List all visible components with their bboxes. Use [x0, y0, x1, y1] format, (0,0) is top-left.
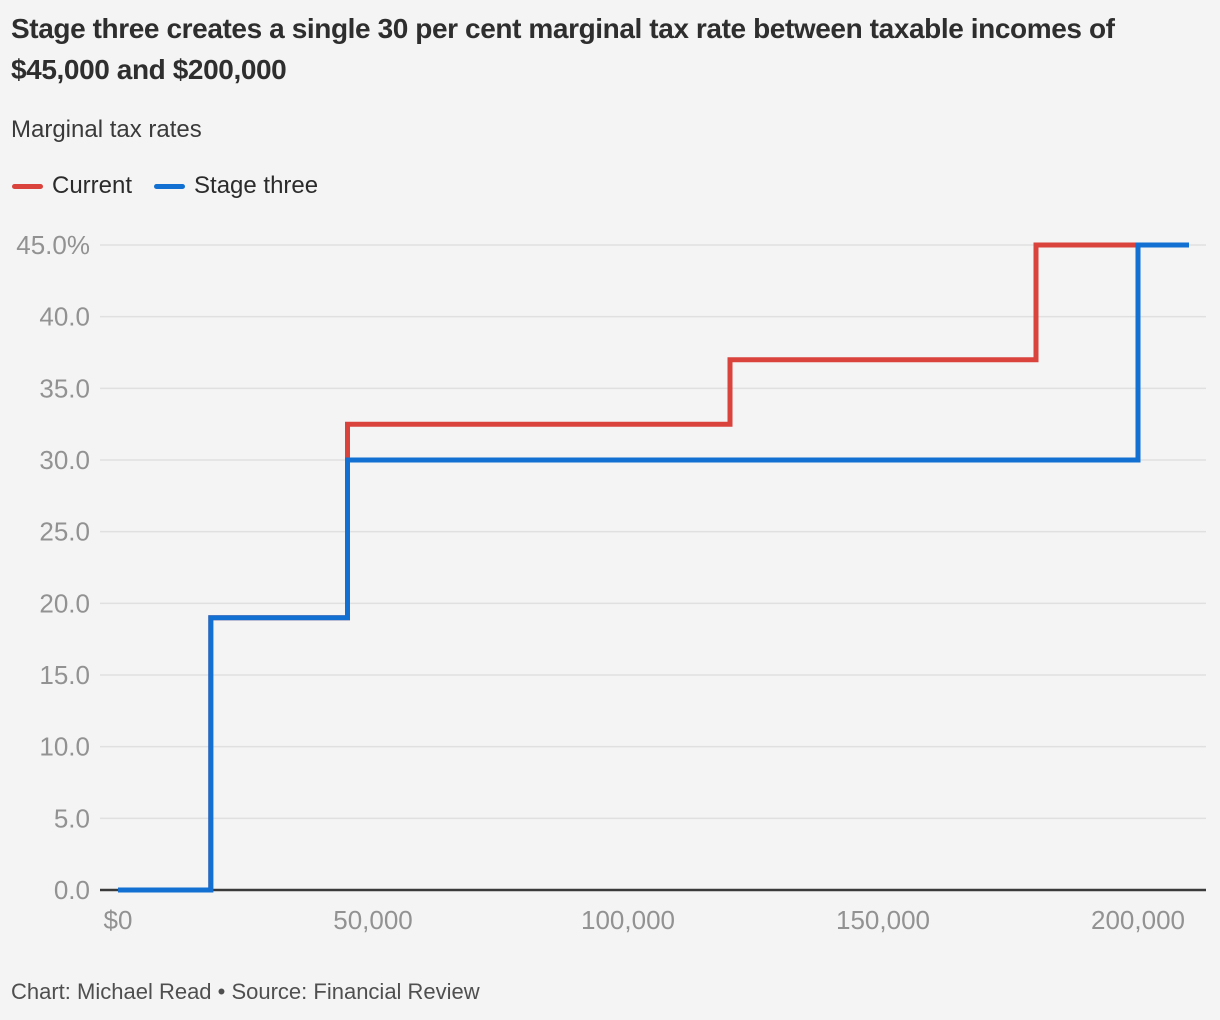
- chart-attribution: Chart: Michael Read • Source: Financial …: [11, 979, 480, 1004]
- y-tick-label: 40.0: [39, 302, 90, 332]
- y-tick-label: 25.0: [39, 517, 90, 547]
- y-tick-label: 20.0: [39, 588, 90, 618]
- chart-subtitle: Marginal tax rates: [11, 116, 202, 143]
- legend-label-current: Current: [52, 172, 133, 199]
- legend-swatch-current-icon: [12, 183, 43, 189]
- y-tick-label: 10.0: [39, 732, 90, 762]
- y-tick-label: 30.0: [39, 445, 90, 475]
- y-tick-label: 45.0%: [16, 230, 90, 260]
- y-tick-label: 0.0: [54, 875, 90, 905]
- series-line-current: [118, 242, 1189, 893]
- legend-item-stage-three: Stage three: [154, 172, 318, 200]
- x-tick-label: $0: [104, 905, 133, 935]
- y-tick-label: 15.0: [39, 660, 90, 690]
- legend: Current Stage three: [12, 172, 318, 200]
- legend-item-current: Current: [12, 172, 132, 200]
- y-tick-label: 35.0: [39, 373, 90, 403]
- x-tick-label: 200,000: [1091, 905, 1185, 935]
- x-tick-label: 100,000: [581, 905, 675, 935]
- series-line-stage-three: [118, 242, 1189, 893]
- y-tick-label: 5.0: [54, 803, 90, 833]
- legend-swatch-stage-three-icon: [154, 183, 186, 189]
- x-tick-label: 50,000: [333, 905, 413, 935]
- x-tick-label: 150,000: [836, 905, 930, 935]
- legend-label-stage-three: Stage three: [194, 172, 319, 199]
- chart-title: Stage three creates a single 30 per cent…: [11, 13, 1115, 85]
